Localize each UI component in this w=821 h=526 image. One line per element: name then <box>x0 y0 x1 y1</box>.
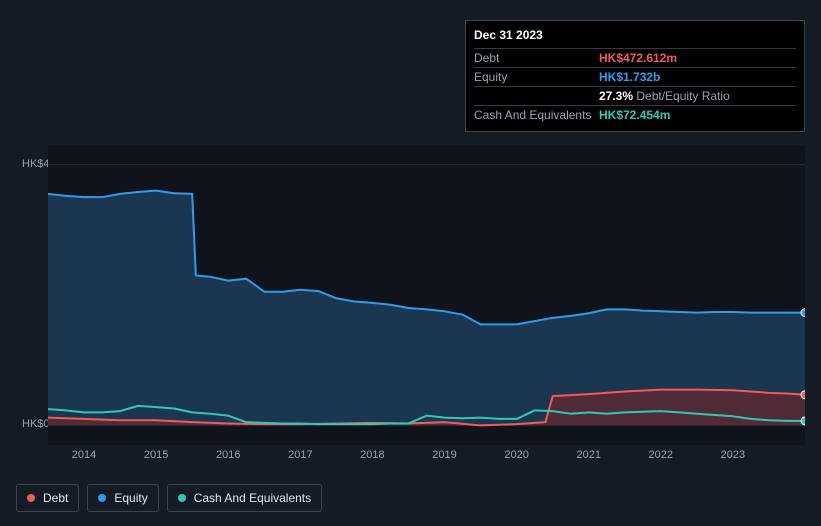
tooltip-row: DebtHK$472.612m <box>474 48 796 67</box>
tooltip-label <box>474 89 599 103</box>
x-axis-tick: 2022 <box>649 449 673 461</box>
plot-area[interactable] <box>48 145 805 445</box>
tooltip-label: Debt <box>474 51 599 65</box>
tooltip-date: Dec 31 2023 <box>474 28 796 42</box>
x-axis-tick: 2020 <box>504 449 528 461</box>
legend: Debt Equity Cash And Equivalents <box>16 484 322 512</box>
tooltip-row: 27.3% Debt/Equity Ratio <box>474 86 796 105</box>
legend-swatch <box>98 494 106 502</box>
tooltip-label: Equity <box>474 70 599 84</box>
legend-label: Cash And Equivalents <box>194 491 311 505</box>
tooltip-row: Cash And EquivalentsHK$72.454m <box>474 105 796 124</box>
x-axis-tick: 2017 <box>288 449 312 461</box>
x-axis: 2014 2015 2016 2017 2018 2019 2020 2021 2022 2023 <box>48 445 805 465</box>
tooltip-value: HK$1.732b <box>599 70 660 84</box>
legend-item-equity[interactable]: Equity <box>87 484 158 512</box>
y-axis-label: HK$0 <box>22 418 50 430</box>
tooltip-value: 27.3% Debt/Equity Ratio <box>599 89 730 103</box>
legend-label: Debt <box>43 491 68 505</box>
x-axis-tick: 2015 <box>144 449 168 461</box>
x-axis-tick: 2021 <box>576 449 600 461</box>
legend-swatch <box>178 494 186 502</box>
tooltip-label: Cash And Equivalents <box>474 108 599 122</box>
legend-item-debt[interactable]: Debt <box>16 484 79 512</box>
tooltip-value: HK$472.612m <box>599 51 677 65</box>
legend-label: Equity <box>114 491 147 505</box>
x-axis-tick: 2016 <box>216 449 240 461</box>
x-axis-tick: 2019 <box>432 449 456 461</box>
x-axis-tick: 2023 <box>721 449 745 461</box>
legend-item-cash-and-equivalents[interactable]: Cash And Equivalents <box>167 484 322 512</box>
legend-swatch <box>27 494 35 502</box>
x-axis-tick: 2014 <box>72 449 96 461</box>
chart-svg <box>48 145 805 445</box>
tooltip-row: EquityHK$1.732b <box>474 67 796 86</box>
x-axis-tick: 2018 <box>360 449 384 461</box>
tooltip-value: HK$72.454m <box>599 108 670 122</box>
chart-container: Dec 31 2023 DebtHK$472.612mEquityHK$1.73… <box>0 0 821 526</box>
hover-tooltip: Dec 31 2023 DebtHK$472.612mEquityHK$1.73… <box>465 20 805 132</box>
